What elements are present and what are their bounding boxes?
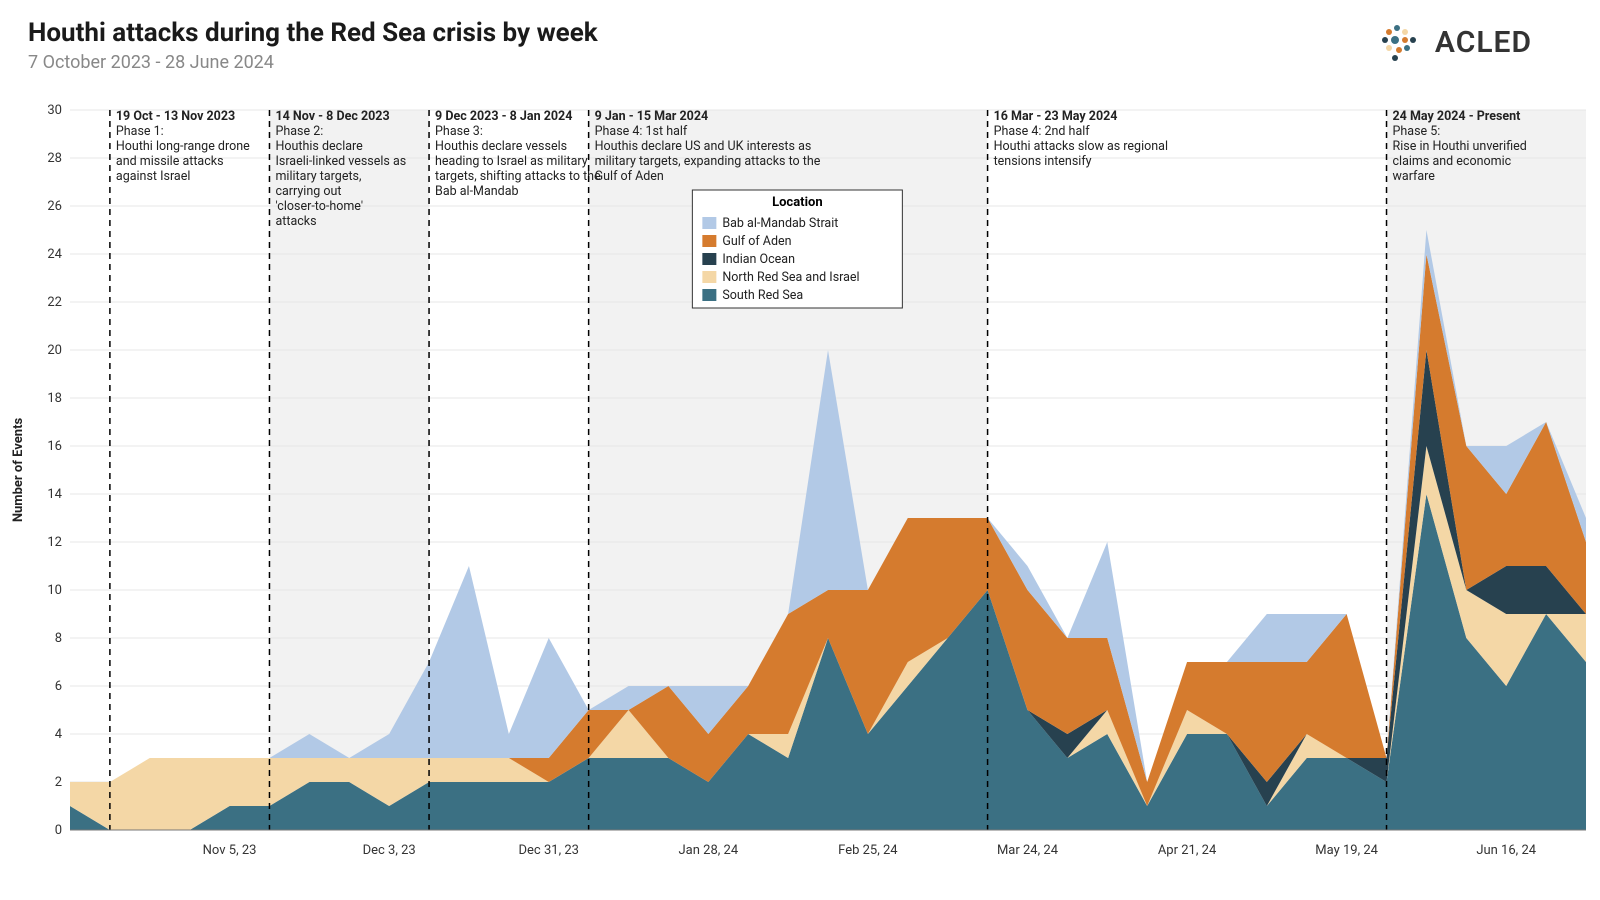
chart-svg: 02468101214161820222426283019 Oct - 13 N… [0, 90, 1600, 880]
phase-annotation: 19 Oct - 13 Nov 2023Phase 1:Houthi long-… [116, 109, 250, 184]
svg-text:Indian Ocean: Indian Ocean [722, 252, 795, 267]
brand-logo: ACLED [1375, 18, 1532, 66]
legend: Location Bab al-Mandab Strait Gulf of Aden… [692, 190, 902, 308]
x-axis: Nov 5, 23 Dec 3, 23 Dec 31, 23 Jan 28, 24 Fe… [203, 843, 1537, 858]
chart: 02468101214161820222426283019 Oct - 13 N… [0, 90, 1600, 880]
title-block: Houthi attacks during the Red Sea crisis… [28, 18, 598, 73]
svg-text:6: 6 [55, 679, 62, 694]
svg-text:4: 4 [55, 727, 63, 742]
svg-text:North Red Sea and Israel: North Red Sea and Israel [722, 270, 859, 285]
svg-text:12: 12 [47, 535, 62, 550]
svg-text:Feb 25, 24: Feb 25, 24 [838, 843, 898, 858]
svg-text:Jun 16, 24: Jun 16, 24 [1476, 843, 1536, 858]
svg-text:Jan 28, 24: Jan 28, 24 [678, 843, 738, 858]
svg-text:Bab al-Mandab Strait: Bab al-Mandab Strait [722, 216, 838, 231]
svg-text:18: 18 [47, 391, 62, 406]
svg-text:30: 30 [47, 103, 62, 118]
svg-text:South Red Sea: South Red Sea [722, 288, 803, 303]
y-axis-label: Number of Events [11, 418, 26, 523]
svg-text:May 19, 24: May 19, 24 [1315, 843, 1378, 858]
brand-text: ACLED [1435, 25, 1532, 60]
page-subtitle: 7 October 2023 - 28 June 2024 [28, 52, 598, 73]
svg-text:28: 28 [47, 151, 62, 166]
svg-text:Location: Location [772, 195, 823, 210]
svg-text:Mar 24, 24: Mar 24, 24 [997, 843, 1059, 858]
phase-annotation: 16 Mar - 23 May 2024Phase 4: 2nd halfHou… [994, 109, 1168, 169]
header: Houthi attacks during the Red Sea crisis… [0, 0, 1600, 73]
page-title: Houthi attacks during the Red Sea crisis… [28, 18, 598, 48]
svg-text:14: 14 [47, 487, 62, 502]
svg-text:26: 26 [47, 199, 62, 214]
svg-text:Gulf of Aden: Gulf of Aden [722, 234, 791, 249]
svg-text:22: 22 [47, 295, 62, 310]
globe-icon [1375, 18, 1423, 66]
svg-text:8: 8 [55, 631, 62, 646]
svg-text:Apr 21, 24: Apr 21, 24 [1158, 843, 1217, 858]
svg-text:24: 24 [47, 247, 62, 262]
svg-text:0: 0 [55, 823, 62, 838]
svg-text:2: 2 [55, 775, 62, 790]
svg-text:Dec 3, 23: Dec 3, 23 [363, 843, 416, 858]
svg-text:10: 10 [47, 583, 62, 598]
svg-text:Nov 5, 23: Nov 5, 23 [203, 843, 257, 858]
svg-text:Dec 31, 23: Dec 31, 23 [519, 843, 579, 858]
svg-text:16: 16 [47, 439, 62, 454]
svg-text:20: 20 [47, 343, 62, 358]
phase-annotation: 9 Dec 2023 - 8 Jan 2024Phase 3:Houthis d… [435, 109, 601, 199]
